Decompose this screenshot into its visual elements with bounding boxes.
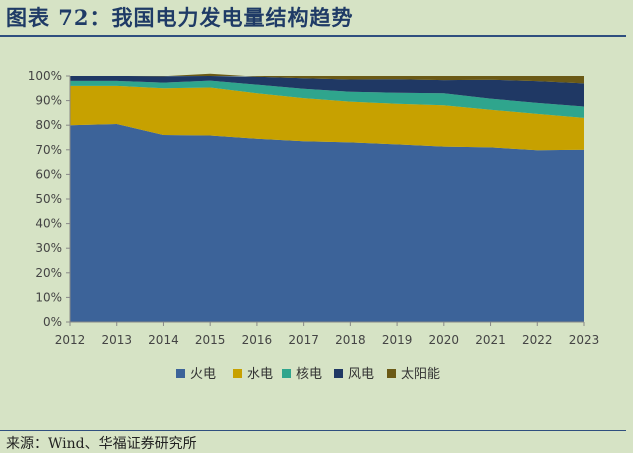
y-tick-label: 40% [35,217,62,231]
x-tick-label: 2020 [429,333,460,347]
x-tick-label: 2017 [288,333,319,347]
x-tick-label: 2013 [101,333,132,347]
legend-label: 核电 [296,367,322,382]
legend-label: 风电 [348,367,374,382]
area-layers [70,73,584,322]
area-风电 [70,76,584,107]
y-axis: 0% 10% 20% 30% 40% 50% 60% 70% 80% 90% 100% [28,69,71,329]
area-核电 [70,80,584,118]
legend-label: 水电 [247,367,273,382]
legend-swatch [233,369,242,378]
y-tick-label: 50% [35,192,62,206]
legend-swatch [334,369,343,378]
y-tick-label: 70% [35,143,62,157]
x-tick-label: 2021 [475,333,506,347]
legend: 火电 水电 核电 风电 太阳能 [176,367,440,382]
x-tick-label: 2016 [242,333,273,347]
area-水电 [70,85,584,151]
y-tick-label: 10% [35,290,62,304]
x-tick-label: 2014 [148,333,179,347]
x-tick-label: 2023 [569,333,600,347]
legend-label: 火电 [190,367,216,382]
x-tick-label: 2018 [335,333,366,347]
area-太阳能 [70,73,584,84]
x-tick-label: 2022 [522,333,553,347]
page-title: 图表 72：我国电力发电量结构趋势 [6,5,354,30]
legend-swatch [176,369,185,378]
title-divider [0,35,626,37]
legend-swatch [387,369,396,378]
x-tick-label: 2012 [55,333,86,347]
legend-swatch [282,369,291,378]
area-火电 [70,123,584,322]
y-tick-label: 30% [35,241,62,255]
y-tick-label: 80% [35,118,62,132]
source-note: 来源：Wind、华福证券研究所 [6,436,197,452]
x-tick-label: 2019 [382,333,413,347]
y-tick-label: 0% [43,315,62,329]
y-tick-label: 60% [35,167,62,181]
stacked-area-chart: 0%10%20%30%40%50%60%70%80%90%100% 2012 20… [28,69,600,382]
y-tick-label: 100% [28,69,62,83]
x-tick-label: 2015 [195,333,226,347]
y-tick-label: 90% [35,94,62,108]
y-tick-label: 20% [35,266,62,280]
source-divider [0,430,626,431]
x-axis: 2012 2013 2014 2015 2016 2017 2018 2019 2020 2021… [55,321,600,347]
legend-label: 太阳能 [401,367,440,382]
